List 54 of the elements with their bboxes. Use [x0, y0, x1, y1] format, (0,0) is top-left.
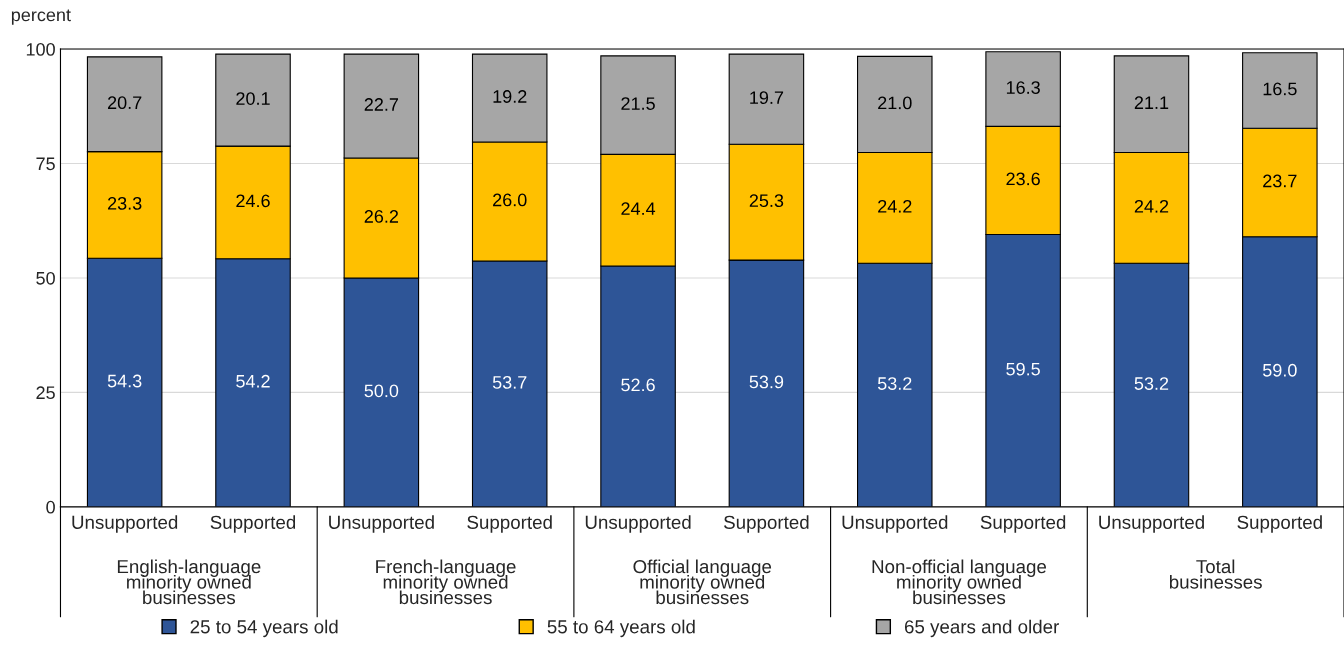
data-label: 23.7 — [1263, 174, 1297, 188]
data-label: 59.0 — [1262, 363, 1297, 377]
y-tick-label: 25 — [36, 386, 55, 400]
legend-label: 55 to 64 years old — [547, 619, 695, 638]
x-tick-label: Unsupported — [585, 515, 691, 533]
x-tick-label: Unsupported — [842, 515, 948, 533]
data-label: 20.7 — [108, 96, 142, 110]
text: French-language minority owned businesses — [376, 559, 516, 605]
data-label: 24.2 — [878, 199, 912, 213]
text: English-language minority owned businesses — [117, 559, 261, 605]
y-axis-title: percent — [11, 9, 71, 25]
y-tick-label: 75 — [36, 157, 55, 171]
x-tick-label: Unsupported — [1099, 515, 1204, 533]
x-tick-label: Supported — [724, 515, 809, 533]
data-label: 50.0 — [364, 384, 399, 398]
x-tick-label: Unsupported — [329, 515, 434, 533]
data-label: 20.1 — [236, 92, 270, 105]
x-tick-label: Unsupported — [72, 515, 178, 533]
data-label: 26.2 — [364, 210, 399, 223]
data-label: 53.2 — [1134, 377, 1169, 390]
data-label: 53.7 — [492, 375, 527, 389]
data-label: 25.3 — [749, 194, 784, 208]
data-label: 16.5 — [1263, 82, 1297, 96]
data-label: 23.3 — [108, 196, 142, 210]
x-tick-label: Supported — [980, 515, 1066, 533]
legend-label: 65 years and older — [904, 619, 1060, 638]
legend-label: 25 to 54 years old — [190, 619, 338, 638]
data-label: 21.1 — [1134, 96, 1169, 109]
data-label: 53.2 — [877, 377, 912, 390]
data-label: 22.7 — [364, 98, 399, 111]
data-label: 54.2 — [236, 374, 270, 388]
data-label: 24.2 — [1134, 199, 1169, 213]
data-label: 21.5 — [621, 97, 655, 110]
y-tick-label: 100 — [26, 42, 55, 56]
data-label: 24.6 — [236, 194, 270, 208]
data-label: 16.3 — [1006, 81, 1040, 94]
data-label: 21.0 — [878, 96, 912, 110]
data-label: 24.4 — [621, 202, 656, 215]
x-tick-label: Supported — [210, 515, 296, 533]
data-label: 52.6 — [621, 378, 655, 392]
data-label: 59.5 — [1006, 362, 1040, 376]
text: Non-official language minority owned businesses — [872, 559, 1047, 605]
x-tick-label: Supported — [467, 515, 552, 533]
data-label: 53.9 — [749, 375, 784, 389]
y-tick-label: 0 — [46, 500, 55, 514]
x-tick-label: Supported — [1237, 515, 1322, 533]
data-label: 19.2 — [493, 90, 527, 103]
text: Total businesses — [1169, 559, 1262, 589]
data-label: 54.3 — [107, 374, 142, 388]
data-label: 19.7 — [750, 91, 784, 105]
data-label: 26.0 — [493, 193, 527, 207]
text: Official language minority owned businesses — [633, 559, 772, 605]
y-tick-label: 50 — [36, 271, 55, 285]
data-label: 23.6 — [1006, 172, 1040, 186]
